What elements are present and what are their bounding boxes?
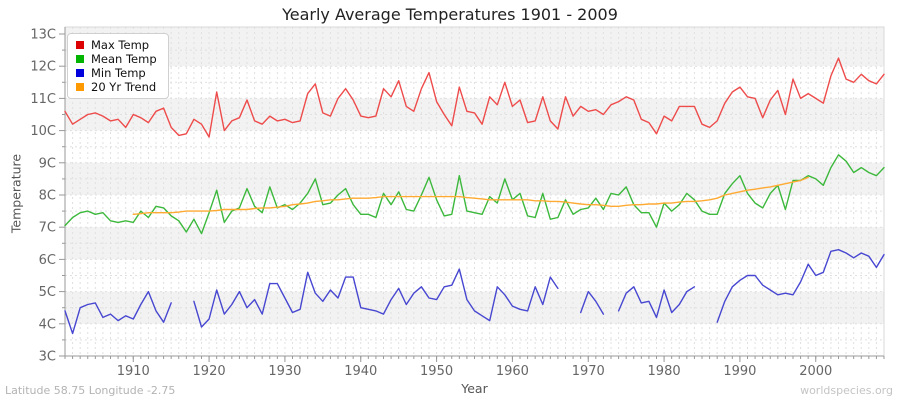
- legend-label: Mean Temp: [91, 52, 157, 66]
- gridlines: [64, 27, 885, 356]
- svg-text:1980: 1980: [648, 364, 681, 379]
- svg-text:6C: 6C: [39, 253, 56, 268]
- svg-text:9C: 9C: [39, 156, 56, 171]
- x-axis-title: Year: [461, 381, 488, 396]
- legend-label: Min Temp: [91, 66, 146, 80]
- legend-item-mean-temp: Mean Temp: [76, 53, 157, 65]
- svg-text:1990: 1990: [723, 364, 756, 379]
- min-temp-swatch-icon: [76, 69, 84, 77]
- y-axis-ticks: [59, 33, 65, 357]
- mean-temp-swatch-icon: [76, 55, 84, 63]
- x-axis-ticks: [64, 356, 885, 362]
- lat-long-caption: Latitude 58.75 Longitude -2.75: [5, 384, 176, 397]
- svg-text:3C: 3C: [39, 350, 56, 365]
- chart-title: Yearly Average Temperatures 1901 - 2009: [282, 5, 618, 24]
- svg-text:7C: 7C: [39, 221, 56, 236]
- svg-text:2000: 2000: [799, 364, 832, 379]
- svg-text:8C: 8C: [39, 189, 56, 204]
- legend-item-max-temp: Max Temp: [76, 39, 157, 51]
- series-line-20-yr-trend: [132, 176, 809, 215]
- y-axis-title: Temperature: [8, 153, 24, 234]
- svg-text:1970: 1970: [572, 364, 605, 379]
- svg-text:11C: 11C: [30, 92, 56, 107]
- legend-label: 20 Yr Trend: [91, 80, 157, 94]
- svg-text:1940: 1940: [344, 364, 377, 379]
- svg-text:1950: 1950: [420, 364, 453, 379]
- svg-text:13C: 13C: [30, 28, 56, 43]
- y-tick-labels: 3C 4C 5C 6C 7C 8C 9C 10C 11C 12C 13C: [30, 28, 56, 365]
- legend-item-20-yr-trend: 20 Yr Trend: [76, 81, 157, 93]
- trend-swatch-icon: [76, 83, 84, 91]
- svg-text:1920: 1920: [193, 364, 226, 379]
- svg-text:1960: 1960: [496, 364, 529, 379]
- series-line-mean-temp: [64, 154, 885, 235]
- svg-text:5C: 5C: [39, 285, 56, 300]
- series-line-max-temp: [64, 57, 885, 138]
- legend: Max Temp Mean Temp Min Temp 20 Yr Trend: [67, 33, 169, 99]
- svg-text:1910: 1910: [117, 364, 150, 379]
- svg-text:1930: 1930: [268, 364, 301, 379]
- series-line-min-temp: [64, 249, 885, 335]
- plot-bands: [65, 27, 884, 324]
- svg-text:4C: 4C: [39, 317, 56, 332]
- svg-text:10C: 10C: [30, 124, 56, 139]
- max-temp-swatch-icon: [76, 41, 84, 49]
- x-tick-labels: 1910 1920 1930 1940 1950 1960 1970 1980 1990 2000: [117, 364, 833, 379]
- legend-label: Max Temp: [91, 38, 150, 52]
- watermark: worldspecies.org: [800, 384, 893, 397]
- legend-item-min-temp: Min Temp: [76, 67, 157, 79]
- svg-text:12C: 12C: [30, 60, 56, 75]
